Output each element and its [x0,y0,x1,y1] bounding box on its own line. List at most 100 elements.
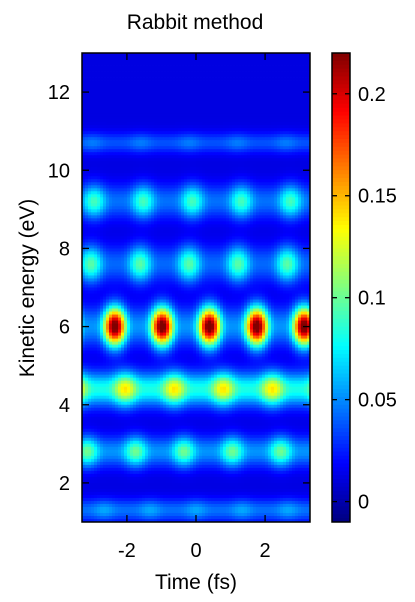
heatmap-cell [124,128,128,132]
heatmap-cell [268,80,272,84]
heatmap-cell [160,74,164,78]
heatmap-cell [259,116,263,120]
heatmap-cell [106,140,110,144]
heatmap-cell [181,155,185,159]
heatmap-cell [253,170,257,174]
heatmap-cell [100,248,104,252]
heatmap-cell [196,110,200,114]
heatmap-cell [106,158,110,162]
heatmap-cell [166,89,170,93]
heatmap-cell [142,110,146,114]
heatmap-cell [136,110,140,114]
heatmap-cell [118,167,122,171]
heatmap-cell [145,191,149,195]
heatmap-cell [229,245,233,249]
heatmap-cell [97,77,101,81]
heatmap-cell [208,104,212,108]
heatmap-cell [253,203,257,207]
heatmap-cell [232,224,236,228]
heatmap-cell [172,125,176,129]
heatmap-cell [193,212,197,216]
heatmap-cell [97,128,101,132]
heatmap-cell [268,59,272,63]
heatmap-cell [127,134,131,138]
heatmap-cell [112,203,116,207]
heatmap-cell [133,245,137,249]
heatmap-cell [301,185,305,189]
heatmap-cell [301,119,305,123]
heatmap-cell [97,209,101,213]
heatmap-cell [88,140,92,144]
heatmap-cell [172,137,176,141]
heatmap-cell [91,239,95,243]
heatmap-cell [178,230,182,234]
heatmap-cell [199,191,203,195]
heatmap-cell [295,167,299,171]
heatmap-cell [112,131,116,135]
heatmap-cell [109,53,113,57]
heatmap-cell [211,98,215,102]
heatmap-cell [268,110,272,114]
heatmap-cell [106,116,110,120]
heatmap-cell [223,221,227,225]
heatmap-cell [190,119,194,123]
heatmap-cell [247,104,251,108]
heatmap-cell [193,74,197,78]
heatmap-cell [238,245,242,249]
heatmap-cell [304,101,308,105]
heatmap-cell [205,110,209,114]
heatmap-cell [271,173,275,177]
heatmap-cell [151,113,155,117]
heatmap-cell [274,104,278,108]
heatmap-cell [193,122,197,126]
heatmap-cell [148,98,152,102]
heatmap-cell [151,80,155,84]
heatmap-cell [205,77,209,81]
heatmap-cell [199,188,203,192]
heatmap-cell [229,188,233,192]
heatmap-cell [109,95,113,99]
heatmap-cell [256,245,260,249]
heatmap-cell [160,224,164,228]
heatmap-cell [127,230,131,234]
heatmap-cell [196,89,200,93]
heatmap-cell [88,95,92,99]
heatmap-cell [172,197,176,201]
heatmap-cell [148,215,152,219]
heatmap-cell [211,71,215,75]
heatmap-cell [106,164,110,168]
heatmap-cell [163,194,167,198]
heatmap-cell [196,53,200,57]
heatmap-cell [244,173,248,177]
heatmap-cell [166,182,170,186]
heatmap-cell [157,143,161,147]
heatmap-cell [205,107,209,111]
heatmap-cell [199,155,203,159]
heatmap-cell [154,86,158,90]
heatmap-cell [181,116,185,120]
heatmap-cell [193,119,197,123]
heatmap-cell [181,179,185,183]
heatmap-cell [85,146,89,150]
heatmap-cell [214,155,218,159]
heatmap-cell [106,131,110,135]
heatmap-cell [133,248,137,252]
heatmap-cell [118,176,122,180]
heatmap-cell [268,71,272,75]
heatmap-cell [253,110,257,114]
heatmap-cell [292,164,296,168]
heatmap-cell [238,89,242,93]
heatmap-cell [181,176,185,180]
chart-title: Rabbit method [127,11,264,34]
heatmap-cell [235,182,239,186]
heatmap-cell [274,155,278,159]
heatmap-cell [265,107,269,111]
heatmap-cell [166,224,170,228]
heatmap-cell [229,182,233,186]
heatmap-cell [202,164,206,168]
heatmap-cell [133,98,137,102]
heatmap-cell [238,161,242,165]
heatmap-cell [301,176,305,180]
heatmap-cell [298,209,302,213]
heatmap-cell [112,80,116,84]
